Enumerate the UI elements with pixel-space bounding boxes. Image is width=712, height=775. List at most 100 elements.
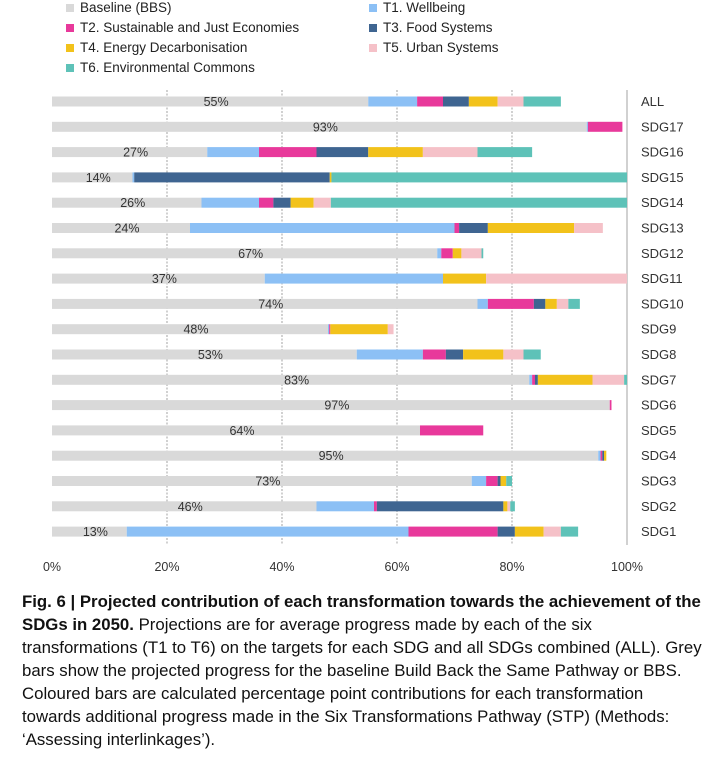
bar-SDG15-t1 xyxy=(132,172,135,183)
bar-SDG8-t1 xyxy=(356,349,423,360)
bar-ALL-t3 xyxy=(443,96,469,107)
legend-swatch-t4 xyxy=(66,43,74,52)
bar-SDG2-t3 xyxy=(376,501,504,512)
category-labels: ALL SDG17 SDG16 SDG15 SDG14 SDG13 SDG12 SDG11 SD… xyxy=(641,94,684,539)
bar-SDG8-t4 xyxy=(463,349,504,360)
bar-ALL-t6 xyxy=(523,96,561,107)
bar-ALL-t2 xyxy=(417,96,443,107)
baseline-label-SDG7: 83% xyxy=(284,373,309,387)
category-label-SDG1: SDG1 xyxy=(641,524,676,539)
bar-SDG1-t3 xyxy=(497,526,515,537)
bar-SDG14-t2 xyxy=(259,197,274,208)
bar-SDG2-t4 xyxy=(503,501,508,512)
category-label-SDG11: SDG11 xyxy=(641,271,683,286)
category-label-SDG17: SDG17 xyxy=(641,119,684,134)
bar-SDG4-t4 xyxy=(604,450,607,461)
bar-SDG3-t4 xyxy=(500,476,507,486)
bar-SDG2-t2 xyxy=(374,501,377,512)
bar-SDG16-t5 xyxy=(422,147,478,158)
bar-SDG15-baseline xyxy=(52,172,133,183)
bar-SDG1-t1 xyxy=(126,526,409,537)
bar-SDG12-baseline xyxy=(52,248,438,259)
bar-SDG10-t2 xyxy=(487,298,534,309)
baseline-label-SDG13: 24% xyxy=(114,222,139,236)
bar-SDG14-t1 xyxy=(201,197,259,208)
bar-SDG15-t6 xyxy=(331,172,627,183)
stacked-bar-chart: 55% 93% 27% 14% 26% 24% 67% 37% 74% 48% 53% 83% 97% 6… xyxy=(43,90,684,574)
baseline-label-SDG2: 46% xyxy=(178,500,203,514)
bar-SDG12-t5 xyxy=(461,248,482,259)
baseline-label-SDG5: 64% xyxy=(229,424,254,438)
bar-SDG2-baseline xyxy=(52,501,317,512)
category-label-SDG8: SDG8 xyxy=(641,347,676,362)
bar-SDG11-t5 xyxy=(486,273,627,284)
legend-swatch-t1 xyxy=(369,3,377,12)
category-label-SDG4: SDG4 xyxy=(641,448,676,463)
bar-SDG14-t5 xyxy=(313,197,331,208)
category-label-SDG14: SDG14 xyxy=(641,195,684,210)
x-tick-100: 100% xyxy=(611,560,643,574)
legend-swatch-baseline xyxy=(66,3,74,12)
category-label-SDG7: SDG7 xyxy=(641,372,676,387)
category-label-SDG2: SDG2 xyxy=(641,499,676,514)
legend-item-t5: T5. Urban Systems xyxy=(369,40,499,55)
bar-SDG4-t1 xyxy=(598,450,601,461)
legend-label-t5: T5. Urban Systems xyxy=(383,40,499,55)
legend-item-t6: T6. Environmental Commons xyxy=(66,60,255,75)
bar-SDG10-t4 xyxy=(545,298,557,309)
bar-SDG14-t3 xyxy=(273,197,291,208)
bar-SDG8-t5 xyxy=(503,349,524,360)
baseline-label-SDG17: 93% xyxy=(313,120,338,134)
bar-SDG17-t2 xyxy=(587,121,623,132)
bar-SDG12-t2 xyxy=(441,248,453,259)
category-label-SDG10: SDG10 xyxy=(641,296,684,311)
bar-SDG2-t5 xyxy=(507,501,511,512)
legend-label-t6: T6. Environmental Commons xyxy=(80,60,255,75)
baseline-label-SDG12: 67% xyxy=(238,247,263,261)
bar-SDG11-t4 xyxy=(443,273,487,284)
bar-ALL-t5 xyxy=(497,96,524,107)
bar-SDG10-t5 xyxy=(556,298,569,309)
bar-SDG13-t3 xyxy=(459,223,488,233)
category-label-SDG15: SDG15 xyxy=(641,170,684,185)
baseline-label-SDG3: 73% xyxy=(255,475,280,489)
figure-caption: Fig. 6 | Projected contribution of each … xyxy=(22,590,706,751)
bar-SDG13-t2 xyxy=(454,223,460,233)
x-tick-60: 60% xyxy=(384,560,409,574)
bar-SDG8-baseline xyxy=(52,349,357,360)
bar-SDG2-t1 xyxy=(316,501,374,512)
bar-SDG10-baseline xyxy=(52,298,478,309)
bar-ALL-t1 xyxy=(368,96,418,107)
baseline-label-SDG6: 97% xyxy=(324,399,349,413)
bar-SDG1-t6 xyxy=(560,526,579,537)
bar-SDG16-t1 xyxy=(207,147,259,158)
category-label-SDG12: SDG12 xyxy=(641,246,684,261)
bar-SDG4-t3 xyxy=(602,450,604,461)
bar-SDG14-baseline xyxy=(52,197,202,208)
bar-SDG9-t5 xyxy=(387,324,394,335)
bar-SDG4-t2 xyxy=(600,450,603,461)
bar-SDG14-t4 xyxy=(290,197,314,208)
bar-SDG7-t3 xyxy=(535,374,538,385)
bar-SDG8-t3 xyxy=(445,349,464,360)
baseline-label-SDG16: 27% xyxy=(123,146,148,160)
bar-SDG9-t4 xyxy=(330,324,388,335)
category-label-SDG6: SDG6 xyxy=(641,398,676,413)
bar-SDG15-t3 xyxy=(134,172,330,183)
legend-item-t3: T3. Food Systems xyxy=(369,20,493,35)
bar-SDG9-t1 xyxy=(328,324,330,335)
bar-SDG3-t3 xyxy=(497,476,501,486)
bar-SDG16-t6 xyxy=(477,147,533,158)
bar-labels: 55% 93% 27% 14% 26% 24% 67% 37% 74% 48% 53% 83% 97% 6… xyxy=(83,95,350,539)
bar-SDG1-t4 xyxy=(514,526,544,537)
category-label-SDG9: SDG9 xyxy=(641,322,676,337)
bar-SDG7-t5 xyxy=(592,374,625,385)
bar-SDG10-t6 xyxy=(568,298,580,309)
bar-SDG10-t1 xyxy=(477,298,488,309)
bar-SDG1-t2 xyxy=(408,526,498,537)
bar-SDG12-t4 xyxy=(452,248,462,259)
grid-lines xyxy=(166,90,628,545)
x-axis-ticks: 0% 20% 40% 60% 80% 100% xyxy=(43,560,643,574)
bar-ALL-baseline xyxy=(52,96,369,107)
baseline-label-SDG10: 74% xyxy=(258,297,283,311)
